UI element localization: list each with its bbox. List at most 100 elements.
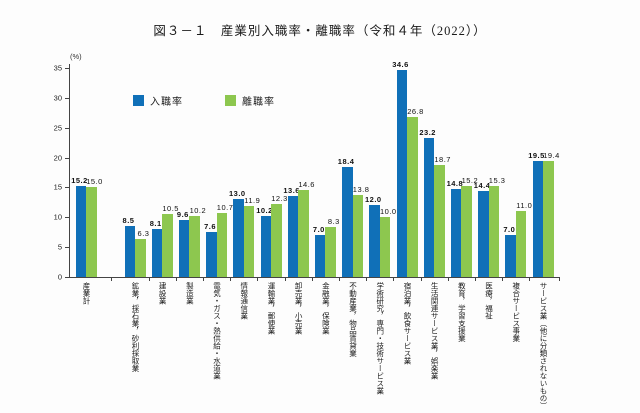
bar-value-label: 11.0	[516, 201, 533, 211]
hire-rate-swatch-icon	[133, 95, 144, 106]
y-axis-tick-label: 5	[57, 242, 62, 252]
bar-value-label: 10.2	[256, 206, 273, 216]
bar-value-label: 26.8	[407, 106, 424, 116]
bar-value-label: 14.4	[473, 181, 491, 190]
bar-value-label: 8.1	[149, 218, 162, 228]
bar-hire-rate	[423, 138, 435, 277]
bar-value-label: 15.3	[488, 175, 506, 185]
x-axis-tick	[475, 278, 476, 281]
x-axis-tick	[393, 278, 395, 281]
category-label: 教育，学習支援業	[457, 282, 467, 342]
y-axis-tick	[65, 217, 69, 219]
category-label: 製造業	[185, 282, 195, 305]
category-label: 医療，福祉	[484, 282, 494, 320]
bar-value-label: 12.0	[364, 195, 382, 205]
y-axis-tick-label: 30	[53, 93, 62, 103]
category-label: 学術研究，専門・技術サービス業	[375, 282, 385, 395]
bar-separation-rate	[543, 161, 554, 277]
bar-separation-rate	[325, 227, 336, 277]
y-axis-line	[69, 64, 70, 278]
category-label: 複合サービス事業	[511, 282, 521, 342]
bar-hire-rate	[75, 186, 86, 277]
x-axis-tick	[175, 278, 177, 281]
x-axis-tick	[257, 278, 259, 281]
bar-hire-rate	[505, 235, 516, 277]
y-axis-tick	[65, 277, 69, 278]
y-axis-tick	[65, 127, 69, 129]
bar-value-label: 8.5	[122, 216, 135, 226]
x-axis-tick	[339, 278, 340, 281]
bar-value-label: 6.3	[137, 229, 150, 239]
category-label: 建設業	[158, 282, 168, 305]
bar-separation-rate	[216, 213, 228, 277]
bar-separation-rate	[271, 203, 282, 277]
bar-value-label: 13.6	[283, 185, 300, 195]
y-axis-tick-label: 35	[53, 63, 62, 73]
bar-value-label: 34.6	[392, 60, 409, 70]
category-label: 不動産業，物品賃貸業	[348, 282, 358, 357]
bar-value-label: 7.0	[503, 225, 516, 235]
bar-value-label: 19.5	[528, 150, 545, 160]
bar-hire-rate	[478, 191, 489, 277]
chart-title: 図３－１ 産業別入職率・離職率（令和４年（2022））	[153, 24, 487, 38]
x-axis-tick	[110, 278, 112, 281]
bar-hire-rate	[287, 195, 299, 277]
x-axis-tick	[559, 278, 560, 281]
bar-value-label: 15.2	[71, 176, 88, 186]
legend-item-separation-rate: 離職率	[225, 93, 275, 108]
y-axis-tick	[65, 68, 69, 69]
bar-hire-rate	[124, 226, 135, 277]
bar-separation-rate	[352, 194, 364, 277]
category-label: 産業計	[81, 282, 91, 305]
bar-value-label: 23.2	[419, 128, 436, 138]
bar-hire-rate	[260, 216, 271, 277]
x-axis-tick	[148, 278, 150, 281]
bar-value-label: 10.5	[162, 204, 179, 214]
bar-hire-rate	[450, 188, 462, 277]
bar-separation-rate	[461, 186, 472, 277]
legend-label-hire-rate: 入職率	[150, 97, 183, 108]
y-axis-unit-label: (%)	[70, 52, 82, 61]
bar-hire-rate	[233, 199, 244, 277]
bar-value-label: 12.3	[271, 193, 288, 203]
bar-value-label: 7.6	[204, 221, 217, 231]
bar-value-label: 11.9	[244, 195, 261, 205]
bar-separation-rate	[298, 189, 309, 277]
category-label: 金融業，保険業	[321, 282, 331, 335]
x-axis-tick	[502, 278, 504, 281]
bar-value-label: 15.2	[461, 176, 479, 186]
bar-separation-rate	[379, 217, 391, 277]
x-axis-tick	[420, 278, 422, 281]
legend-label-separation-rate: 離職率	[242, 97, 275, 108]
bar-hire-rate	[206, 231, 217, 277]
legend: 入職率 離職率	[133, 93, 275, 108]
bar-hire-rate	[532, 160, 543, 277]
x-axis-tick	[203, 278, 204, 281]
category-label: 鉱業，採石業，砂利採取業	[130, 282, 140, 372]
category-label: サービス業（他に分類されないもの）	[538, 282, 548, 410]
category-label: 宿泊業，飲食サービス業	[402, 282, 412, 365]
y-axis-tick	[65, 247, 69, 249]
category-label: 電気・ガス・熱供給・水道業	[212, 282, 222, 380]
x-axis-line	[69, 277, 560, 278]
bar-value-label: 18.4	[337, 157, 355, 167]
bar-value-label: 13.0	[228, 189, 246, 199]
bar-value-label: 10.2	[189, 206, 207, 216]
y-axis-tick	[65, 187, 69, 189]
category-label: 情報通信業	[239, 282, 249, 320]
x-axis-tick	[447, 278, 449, 281]
x-axis-tick	[284, 278, 286, 281]
y-axis-tick	[65, 97, 69, 99]
bar-value-label: 9.6	[176, 209, 189, 219]
bar-value-label: 7.0	[312, 225, 325, 235]
bar-value-label: 14.8	[446, 178, 464, 188]
category-label: 卸売業，小売業	[294, 282, 304, 335]
bar-value-label: 13.8	[352, 184, 370, 194]
bar-hire-rate	[178, 219, 190, 277]
x-axis-tick	[230, 278, 232, 281]
y-axis-tick	[65, 157, 69, 159]
bar-value-label: 15.0	[86, 177, 103, 187]
bar-separation-rate	[407, 116, 418, 277]
legend-item-hire-rate: 入職率	[133, 93, 183, 108]
